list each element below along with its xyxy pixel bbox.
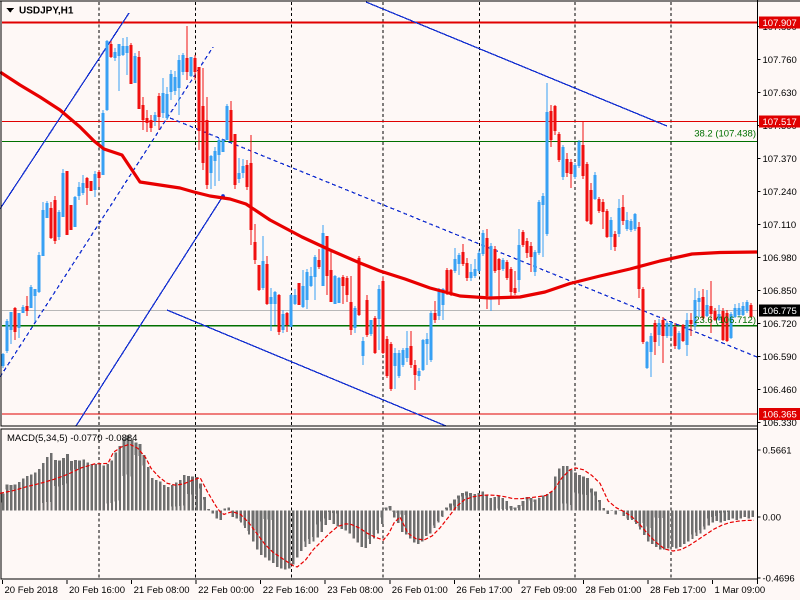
svg-text:MACD(5,34,5) -0.0770 -0.0884: MACD(5,34,5) -0.0770 -0.0884 xyxy=(7,433,137,444)
svg-text:22 Feb 00:00: 22 Feb 00:00 xyxy=(198,585,254,596)
svg-text:106.590: 106.590 xyxy=(763,352,797,363)
svg-text:107.760: 107.760 xyxy=(763,55,797,66)
svg-text:28 Feb 01:00: 28 Feb 01:00 xyxy=(585,585,641,596)
svg-text:107.110: 107.110 xyxy=(763,220,797,231)
svg-text:106.460: 106.460 xyxy=(763,385,797,396)
svg-text:27 Feb 09:00: 27 Feb 09:00 xyxy=(521,585,577,596)
svg-text:38.2 (107.438): 38.2 (107.438) xyxy=(694,129,756,140)
svg-text:26 Feb 01:00: 26 Feb 01:00 xyxy=(392,585,448,596)
svg-text:28 Feb 17:00: 28 Feb 17:00 xyxy=(650,585,706,596)
svg-text:-0.4696: -0.4696 xyxy=(763,574,795,585)
svg-text:106.980: 106.980 xyxy=(763,253,797,264)
svg-text:107.240: 107.240 xyxy=(763,187,797,198)
svg-text:20 Feb 16:00: 20 Feb 16:00 xyxy=(69,585,125,596)
svg-text:22 Feb 16:00: 22 Feb 16:00 xyxy=(263,585,319,596)
svg-text:USDJPY,H1: USDJPY,H1 xyxy=(19,6,74,17)
svg-text:23 Feb 08:00: 23 Feb 08:00 xyxy=(327,585,383,596)
svg-text:0.5661: 0.5661 xyxy=(763,446,792,457)
svg-text:26 Feb 17:00: 26 Feb 17:00 xyxy=(456,585,512,596)
svg-text:107.907: 107.907 xyxy=(763,18,797,29)
svg-text:20 Feb 2018: 20 Feb 2018 xyxy=(5,585,58,596)
svg-text:106.720: 106.720 xyxy=(763,319,797,330)
svg-text:106.850: 106.850 xyxy=(763,286,797,297)
svg-text:23.6 (106.712): 23.6 (106.712) xyxy=(694,315,756,326)
svg-text:106.775: 106.775 xyxy=(763,306,797,317)
svg-text:107.630: 107.630 xyxy=(763,88,797,99)
svg-text:106.330: 106.330 xyxy=(763,418,797,429)
svg-text:0.00: 0.00 xyxy=(763,513,782,524)
svg-text:107.517: 107.517 xyxy=(763,117,797,128)
svg-text:106.365: 106.365 xyxy=(763,410,797,421)
svg-text:21 Feb 08:00: 21 Feb 08:00 xyxy=(134,585,190,596)
svg-text:107.370: 107.370 xyxy=(763,154,797,165)
svg-text:1 Mar 09:00: 1 Mar 09:00 xyxy=(715,585,766,596)
